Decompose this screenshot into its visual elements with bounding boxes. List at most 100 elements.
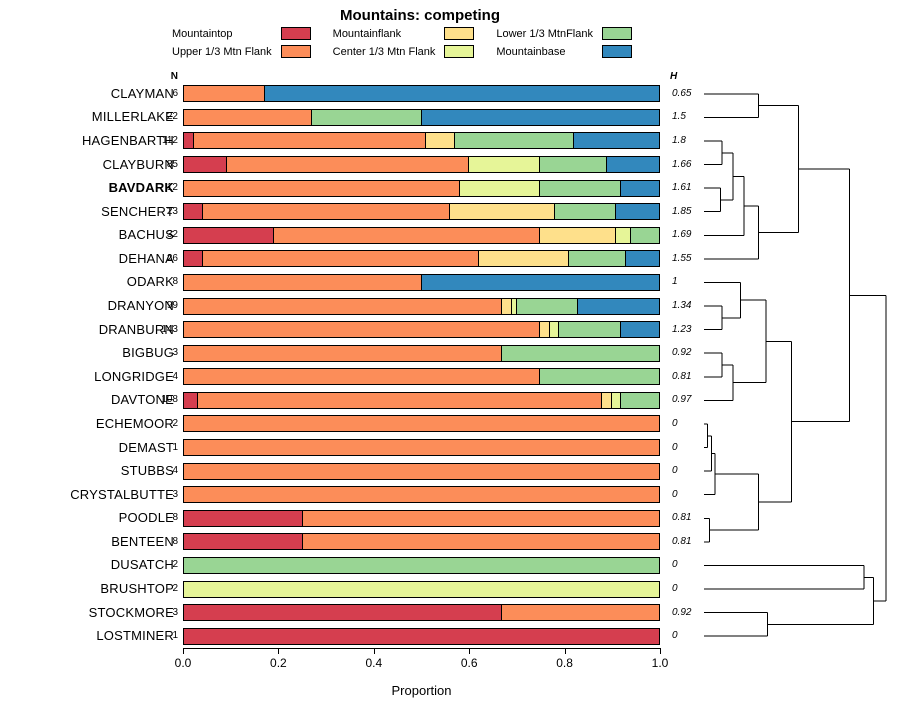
segment-bigbug-upper-1-3-mtn-flank bbox=[184, 345, 503, 361]
bar-stockmore bbox=[183, 604, 660, 622]
h-value-echemoor: 0 bbox=[672, 417, 678, 429]
h-value-stubbs: 0 bbox=[672, 465, 678, 477]
x-axis-tick-label: 0.8 bbox=[556, 656, 573, 670]
x-axis-line bbox=[183, 648, 660, 649]
n-value-hagenbarth: 112 bbox=[162, 134, 178, 146]
segment-hagenbarth-lower-1-3-mtnflank bbox=[454, 133, 574, 149]
row-label-lostminer: LOSTMINER bbox=[96, 628, 174, 644]
row-label-hagenbarth: HAGENBARTH bbox=[81, 132, 174, 148]
h-value-benteen: 0.81 bbox=[672, 535, 692, 547]
bar-bavdark bbox=[183, 179, 660, 197]
n-value-stockmore: 3 bbox=[172, 606, 178, 618]
bar-longridge bbox=[183, 368, 660, 386]
segment-dehana-mountainbase bbox=[625, 251, 659, 267]
h-value-odark: 1 bbox=[672, 276, 678, 288]
h-value-clayman: 0.65 bbox=[672, 87, 692, 99]
h-value-poodle: 0.81 bbox=[672, 512, 692, 524]
segment-dranyon-mountainflank bbox=[502, 298, 512, 314]
segment-hagenbarth-upper-1-3-mtn-flank bbox=[193, 133, 427, 149]
bar-odark bbox=[183, 273, 660, 291]
segment-millerlake-mountainbase bbox=[421, 109, 659, 125]
bar-dranyon bbox=[183, 297, 660, 315]
segment-davtone-center-1-3-mtn-flank bbox=[611, 392, 621, 408]
legend: Mountaintop Upper 1/3 Mtn Flank Mountainfl… bbox=[172, 27, 632, 58]
h-value-brushtop: 0 bbox=[672, 583, 678, 595]
h-value-stockmore: 0.92 bbox=[672, 606, 692, 618]
segment-clayburn-upper-1-3-mtn-flank bbox=[226, 157, 469, 173]
row-label-demast: DEMAST bbox=[118, 439, 174, 455]
row-label-davtone: DAVTONE bbox=[110, 392, 174, 408]
n-value-clayburn: 85 bbox=[166, 158, 178, 170]
row-label-senchert: SENCHERT bbox=[101, 203, 174, 219]
bar-dusatch bbox=[183, 556, 660, 574]
segment-dranburn-mountainflank bbox=[540, 322, 550, 338]
bar-dranburn bbox=[183, 321, 660, 339]
segment-bachus-mountainflank bbox=[540, 227, 617, 243]
segment-senchert-upper-1-3-mtn-flank bbox=[203, 204, 450, 220]
segment-davtone-upper-1-3-mtn-flank bbox=[198, 392, 602, 408]
row-label-dranyon: DRANYON bbox=[107, 298, 174, 314]
h-value-dranburn: 1.23 bbox=[672, 323, 692, 335]
legend-column: Mountainflank Center 1/3 Mtn Flank bbox=[333, 27, 475, 58]
bar-dehana bbox=[183, 250, 660, 268]
segment-bavdark-lower-1-3-mtnflank bbox=[540, 180, 621, 196]
segment-stockmore-mountaintop bbox=[184, 605, 503, 621]
segment-dranyon-center-1-3-mtn-flank bbox=[511, 298, 517, 314]
n-value-echemoor: 2 bbox=[172, 417, 178, 429]
row-label-stockmore: STOCKMORE bbox=[88, 604, 174, 620]
segment-davtone-mountainflank bbox=[602, 392, 612, 408]
x-axis-tick-label: 0.4 bbox=[365, 656, 383, 670]
n-value-davtone: 108 bbox=[161, 394, 178, 406]
segment-dusatch-lower-1-3-mtnflank bbox=[184, 557, 659, 573]
h-value-dehana: 1.55 bbox=[672, 252, 692, 264]
segment-davtone-mountaintop bbox=[184, 392, 199, 408]
segment-bigbug-lower-1-3-mtnflank bbox=[502, 345, 659, 361]
legend-label-upper-1-3-mtn-flank: Upper 1/3 Mtn Flank bbox=[172, 45, 272, 58]
segment-hagenbarth-mountainflank bbox=[426, 133, 455, 149]
segment-longridge-upper-1-3-mtn-flank bbox=[184, 369, 541, 385]
legend-swatch-mountainflank bbox=[444, 27, 475, 40]
segment-crystalbutte-upper-1-3-mtn-flank bbox=[184, 487, 659, 503]
n-value-clayman: 6 bbox=[172, 87, 178, 99]
h-value-bavdark: 1.61 bbox=[672, 182, 692, 194]
n-value-dranyon: 99 bbox=[166, 300, 178, 312]
h-column-header: H bbox=[670, 71, 678, 82]
segment-echemoor-upper-1-3-mtn-flank bbox=[184, 416, 659, 432]
legend-swatch-upper-1-3-mtn-flank bbox=[280, 45, 311, 58]
h-value-bigbug: 0.92 bbox=[672, 347, 692, 359]
row-label-odark: ODARK bbox=[126, 274, 174, 290]
segment-clayman-upper-1-3-mtn-flank bbox=[184, 86, 265, 102]
row-label-crystalbutte: CRYSTALBUTTE bbox=[70, 486, 174, 502]
n-value-demast: 1 bbox=[172, 441, 178, 453]
row-label-bavdark: BAVDARK bbox=[108, 180, 174, 196]
segment-hagenbarth-mountaintop bbox=[184, 133, 194, 149]
n-value-bachus: 32 bbox=[166, 229, 178, 241]
bar-brushtop bbox=[183, 580, 660, 598]
segment-poodle-upper-1-3-mtn-flank bbox=[302, 510, 659, 526]
x-axis-label: Proportion bbox=[391, 683, 452, 698]
segment-senchert-mountaintop bbox=[184, 204, 203, 220]
segment-hagenbarth-mountainbase bbox=[573, 133, 659, 149]
segment-bachus-upper-1-3-mtn-flank bbox=[274, 227, 541, 243]
segment-clayman-mountainbase bbox=[264, 86, 659, 102]
bar-demast bbox=[183, 439, 660, 457]
segment-dranyon-lower-1-3-mtnflank bbox=[516, 298, 579, 314]
row-label-longridge: LONGRIDGE bbox=[94, 368, 174, 384]
segment-stubbs-upper-1-3-mtn-flank bbox=[184, 463, 659, 479]
bar-senchert bbox=[183, 203, 660, 221]
bar-davtone bbox=[183, 391, 660, 409]
segment-bavdark-upper-1-3-mtn-flank bbox=[184, 180, 460, 196]
bar-bigbug bbox=[183, 344, 660, 362]
chart-title: Mountains: competing bbox=[340, 7, 500, 24]
segment-senchert-lower-1-3-mtnflank bbox=[554, 204, 617, 220]
row-label-dehana: DEHANA bbox=[118, 250, 174, 266]
n-value-brushtop: 2 bbox=[172, 583, 178, 595]
segment-dranyon-mountainbase bbox=[578, 298, 659, 314]
bar-benteen bbox=[183, 533, 660, 551]
segment-bavdark-mountainbase bbox=[621, 180, 659, 196]
n-value-stubbs: 4 bbox=[172, 465, 178, 477]
legend-swatch-mountainbase bbox=[601, 45, 632, 58]
n-value-poodle: 8 bbox=[172, 512, 178, 524]
legend-label-lower-1-3-mtnflank: Lower 1/3 MtnFlank bbox=[496, 27, 593, 40]
segment-clayburn-mountainbase bbox=[606, 157, 659, 173]
